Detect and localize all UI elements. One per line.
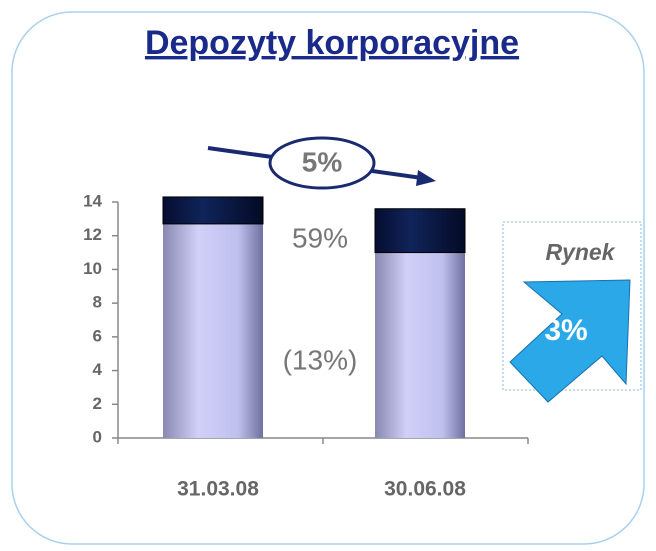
y-tick-label: 6: [93, 326, 102, 345]
market-arrow: [509, 279, 631, 403]
y-tick-label: 0: [93, 427, 102, 446]
y-tick-label: 12: [83, 225, 102, 244]
annotation: (13%): [283, 344, 358, 375]
y-tick-label: 14: [83, 191, 102, 210]
bar-segment: [374, 208, 466, 254]
bar-segment: [162, 196, 264, 225]
x-tick-label: 31.03.08: [177, 478, 259, 501]
x-tick-label: 30.06.08: [384, 478, 466, 501]
growth-arrowhead: [416, 170, 436, 186]
chart-title: Depozyty korporacyjne: [145, 24, 519, 62]
market-value: 3%: [544, 314, 587, 347]
y-tick-label: 8: [93, 293, 102, 312]
annotation: 5%: [302, 146, 343, 177]
y-tick-label: 10: [83, 259, 102, 278]
frame: [11, 11, 645, 545]
market-box: [502, 221, 642, 391]
y-tick-label: 4: [93, 360, 103, 379]
market-label: Rynek: [545, 239, 615, 265]
bar-segment: [163, 223, 263, 438]
y-tick-label: 2: [93, 394, 102, 413]
growth-ellipse: [268, 136, 376, 190]
annotation: 59%: [292, 222, 348, 253]
bar-segment: [375, 252, 465, 438]
